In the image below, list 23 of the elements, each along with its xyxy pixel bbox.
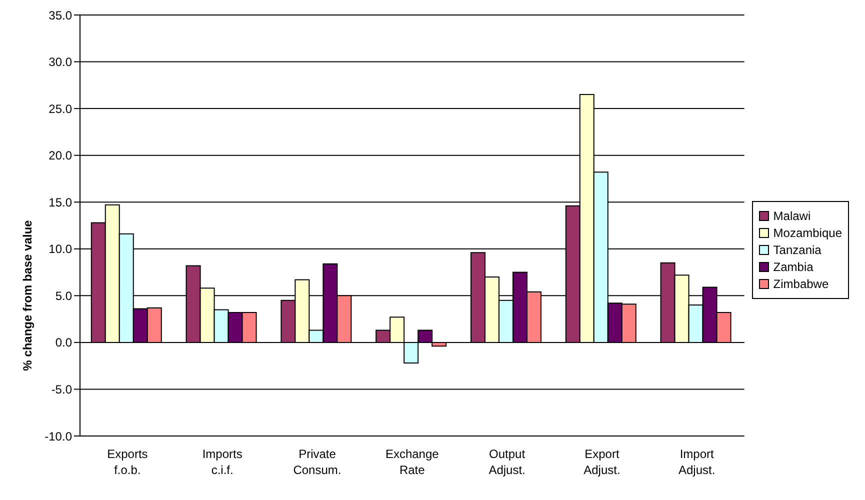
y-tick-label: 5.0 bbox=[55, 288, 72, 303]
legend-label: Mozambique bbox=[772, 226, 842, 240]
y-tick-label: 30.0 bbox=[48, 55, 72, 70]
x-tick-label: Imports c.i.f. bbox=[202, 447, 242, 477]
x-tick-label: Export Adjust. bbox=[584, 447, 620, 477]
legend-label: Zambia bbox=[772, 260, 814, 274]
x-tick-label: Exports f.o.b. bbox=[107, 447, 148, 477]
y-tick-label: 25.0 bbox=[48, 102, 72, 116]
legend-label: Malawi bbox=[772, 209, 812, 223]
y-tick-label: 20.0 bbox=[48, 148, 72, 163]
x-tick-label: Import Adjust. bbox=[678, 447, 716, 477]
x-tick-label: Private Consum. bbox=[293, 447, 342, 477]
legend-label: Zimbabwe bbox=[772, 277, 830, 291]
x-tick-label: Output Adjust. bbox=[488, 447, 526, 477]
legend-label: Tanzania bbox=[772, 243, 822, 257]
y-axis-title: % change from base value bbox=[20, 220, 34, 371]
y-tick-label: 0.0 bbox=[55, 336, 72, 350]
y-tick-label: 35.0 bbox=[48, 8, 72, 22]
y-tick-label: -5.0 bbox=[51, 382, 72, 396]
y-tick-label: 10.0 bbox=[48, 242, 72, 256]
x-tick-label: Exchange Rate bbox=[385, 447, 440, 477]
y-tick-label: 15.0 bbox=[48, 195, 72, 210]
y-tick-label: -10.0 bbox=[44, 429, 72, 444]
